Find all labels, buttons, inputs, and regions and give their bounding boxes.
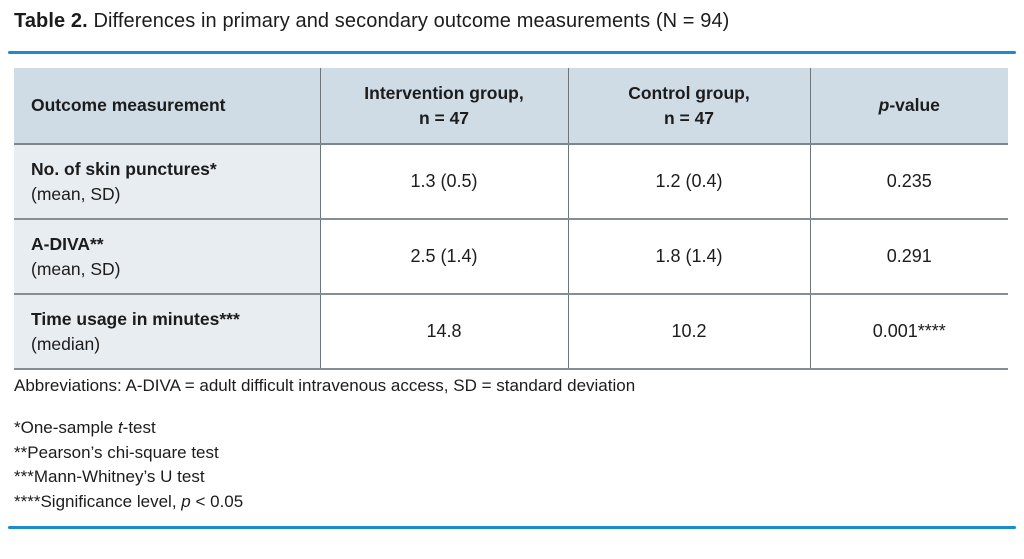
intervention-value-cell: 2.5 (1.4) [320,219,569,295]
footnote-text: ***Mann-Whitney’s U test [14,467,205,486]
header-intervention-group: Intervention group, n = 47 [320,68,569,145]
footnote-text: *One-sample [14,418,118,437]
header-intervention-line1: Intervention group, [364,82,524,103]
bottom-divider-rule [8,526,1016,529]
footnote-text: **Pearson’s chi-square test [14,442,219,462]
table-title-label: Table 2. [14,10,88,32]
header-control-line1: Control group, [628,82,750,103]
top-divider-rule [8,51,1016,54]
row-label-cell: A-DIVA** (mean, SD) [14,219,321,295]
outcome-measurements-table: Outcome measurement Intervention group, … [14,68,1008,370]
p-value-cell: 0.291 [810,219,1008,295]
row-subtext: (mean, SD) [31,183,121,204]
intervention-value-cell: 14.8 [320,294,569,370]
table-header-row: Outcome measurement Intervention group, … [14,68,1008,145]
header-p-value-rest: -value [889,95,940,115]
row-subtext: (mean, SD) [31,258,121,279]
footnote-text: < 0.05 [190,491,244,511]
row-name: A-DIVA** [31,233,104,254]
footnote-text: -test [122,418,156,437]
footnote-significance-level: ****Significance level, p < 0.05 [14,490,243,515]
row-label-cell: No. of skin punctures* (mean, SD) [14,144,321,220]
table-row-skin-punctures: No. of skin punctures* (mean, SD) 1.3 (0… [14,144,1008,220]
footnote-italic: p [181,491,191,511]
header-p-value: p-value [810,68,1008,145]
abbreviations-line: Abbreviations: A-DIVA = adult difficult … [14,376,636,395]
p-value-cell: 0.235 [810,144,1008,220]
row-name: No. of skin punctures* [31,158,217,179]
footnote-text: ****Significance level, [14,491,182,511]
footnote-one-sample-t-test: *One-sample t-test [14,416,243,441]
intervention-value-cell: 1.3 (0.5) [320,144,569,220]
header-control-group: Control group, n = 47 [568,68,811,145]
header-intervention-line2: n = 47 [418,107,470,128]
header-p-value-italic: p [878,95,890,115]
row-subtext: (median) [31,333,101,354]
table-row-time-usage: Time usage in minutes*** (median) 14.8 1… [14,294,1008,370]
header-outcome-measurement: Outcome measurement [14,68,321,145]
p-value-cell: 0.001**** [810,294,1008,370]
table-title-text: Differences in primary and secondary out… [93,10,730,32]
row-name: Time usage in minutes*** [31,308,240,329]
row-label-cell: Time usage in minutes*** (median) [14,294,321,370]
footnote-italic: t [117,418,123,437]
control-value-cell: 10.2 [568,294,811,370]
table-row-a-diva: A-DIVA** (mean, SD) 2.5 (1.4) 1.8 (1.4) … [14,219,1008,295]
footnotes-block: *One-sample t-test **Pearson’s chi-squar… [14,416,243,514]
control-value-cell: 1.2 (0.4) [568,144,811,220]
footnote-pearson-chi-square: **Pearson’s chi-square test [14,441,243,466]
table-title: Table 2. Differences in primary and seco… [14,10,729,33]
footnote-mann-whitney: ***Mann-Whitney’s U test [14,465,243,490]
header-control-line2: n = 47 [663,107,715,128]
control-value-cell: 1.8 (1.4) [568,219,811,295]
